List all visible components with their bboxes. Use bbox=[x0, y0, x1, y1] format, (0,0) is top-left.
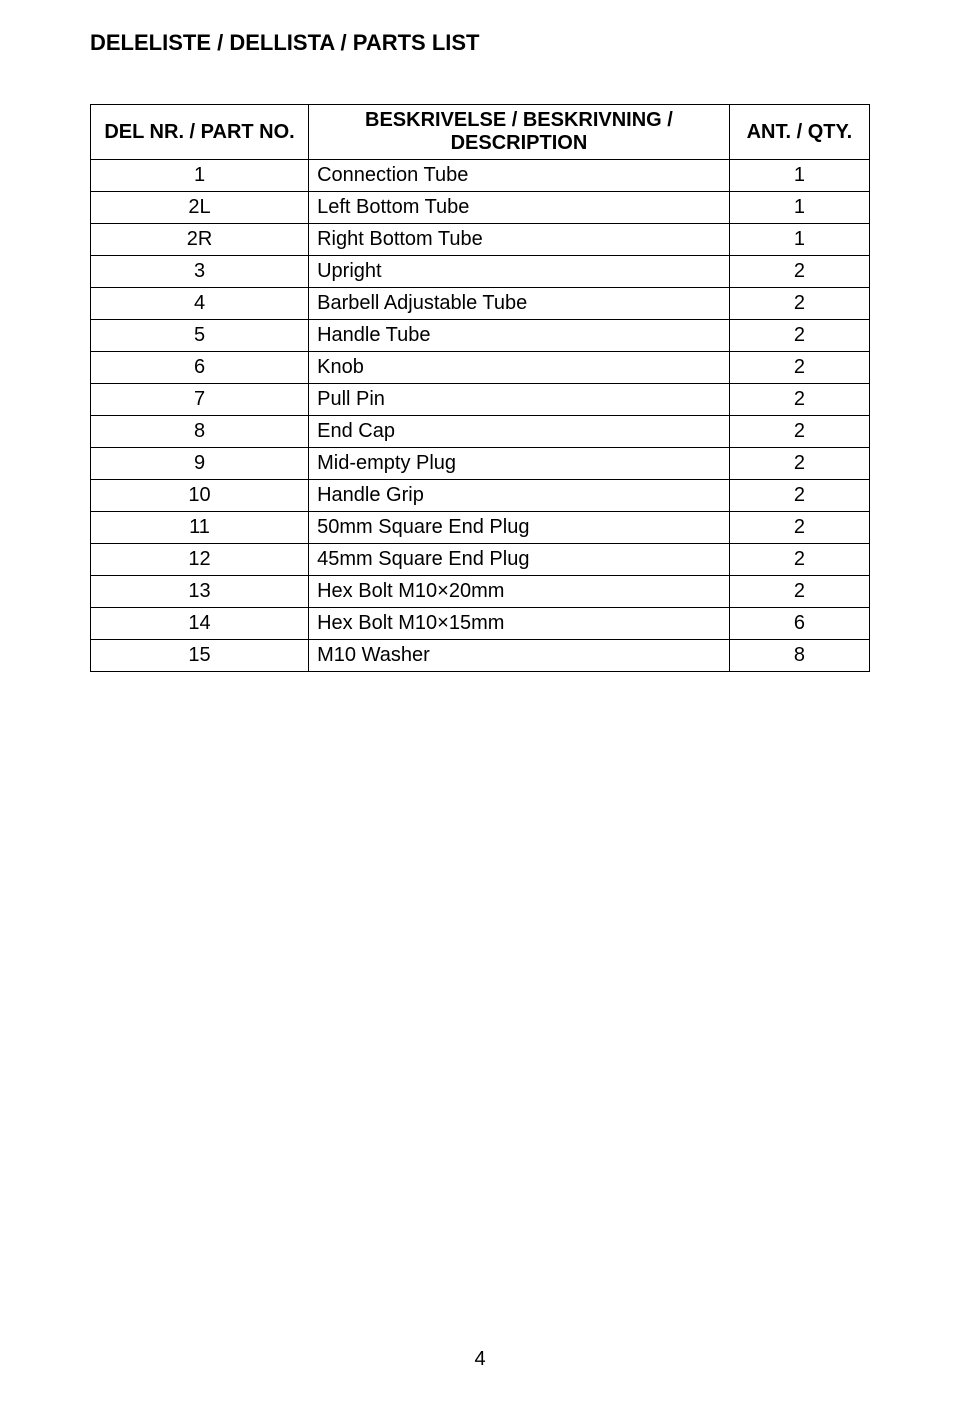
cell-part: 5 bbox=[91, 320, 309, 352]
table-row: 4Barbell Adjustable Tube2 bbox=[91, 288, 870, 320]
cell-part: 7 bbox=[91, 384, 309, 416]
header-part: DEL NR. / PART NO. bbox=[91, 105, 309, 160]
cell-qty: 2 bbox=[729, 288, 869, 320]
header-qty: ANT. / QTY. bbox=[729, 105, 869, 160]
cell-desc: Left Bottom Tube bbox=[309, 192, 730, 224]
table-row: 15M10 Washer8 bbox=[91, 640, 870, 672]
cell-qty: 1 bbox=[729, 160, 869, 192]
table-row: 13Hex Bolt M10×20mm2 bbox=[91, 576, 870, 608]
cell-part: 6 bbox=[91, 352, 309, 384]
cell-desc: Mid-empty Plug bbox=[309, 448, 730, 480]
page-content: DELELISTE / DELLISTA / PARTS LIST DEL NR… bbox=[0, 0, 960, 672]
cell-desc: Upright bbox=[309, 256, 730, 288]
table-row: 2RRight Bottom Tube1 bbox=[91, 224, 870, 256]
cell-qty: 6 bbox=[729, 608, 869, 640]
cell-qty: 2 bbox=[729, 352, 869, 384]
cell-desc: 50mm Square End Plug bbox=[309, 512, 730, 544]
cell-part: 15 bbox=[91, 640, 309, 672]
cell-qty: 2 bbox=[729, 384, 869, 416]
table-row: 9Mid-empty Plug2 bbox=[91, 448, 870, 480]
cell-desc: Handle Tube bbox=[309, 320, 730, 352]
cell-part: 14 bbox=[91, 608, 309, 640]
table-row: 5Handle Tube2 bbox=[91, 320, 870, 352]
cell-qty: 2 bbox=[729, 512, 869, 544]
page-title: DELELISTE / DELLISTA / PARTS LIST bbox=[90, 30, 870, 56]
table-row: 6Knob2 bbox=[91, 352, 870, 384]
cell-part: 11 bbox=[91, 512, 309, 544]
cell-part: 10 bbox=[91, 480, 309, 512]
cell-part: 2R bbox=[91, 224, 309, 256]
cell-qty: 1 bbox=[729, 224, 869, 256]
cell-qty: 2 bbox=[729, 576, 869, 608]
cell-qty: 2 bbox=[729, 256, 869, 288]
cell-qty: 2 bbox=[729, 416, 869, 448]
cell-part: 3 bbox=[91, 256, 309, 288]
table-row: 14Hex Bolt M10×15mm6 bbox=[91, 608, 870, 640]
cell-desc: Hex Bolt M10×15mm bbox=[309, 608, 730, 640]
header-desc: BESKRIVELSE / BESKRIVNING / DESCRIPTION bbox=[309, 105, 730, 160]
cell-qty: 1 bbox=[729, 192, 869, 224]
cell-part: 1 bbox=[91, 160, 309, 192]
table-header-row: DEL NR. / PART NO. BESKRIVELSE / BESKRIV… bbox=[91, 105, 870, 160]
cell-qty: 2 bbox=[729, 320, 869, 352]
cell-part: 13 bbox=[91, 576, 309, 608]
table-row: 1Connection Tube1 bbox=[91, 160, 870, 192]
table-row: 3Upright2 bbox=[91, 256, 870, 288]
cell-part: 4 bbox=[91, 288, 309, 320]
cell-desc: M10 Washer bbox=[309, 640, 730, 672]
cell-desc: Pull Pin bbox=[309, 384, 730, 416]
cell-part: 12 bbox=[91, 544, 309, 576]
cell-desc: Connection Tube bbox=[309, 160, 730, 192]
cell-qty: 2 bbox=[729, 448, 869, 480]
cell-desc: Knob bbox=[309, 352, 730, 384]
table-body: 1Connection Tube12LLeft Bottom Tube12RRi… bbox=[91, 160, 870, 672]
table-row: 8End Cap2 bbox=[91, 416, 870, 448]
cell-desc: Handle Grip bbox=[309, 480, 730, 512]
cell-desc: Barbell Adjustable Tube bbox=[309, 288, 730, 320]
table-row: 7Pull Pin2 bbox=[91, 384, 870, 416]
cell-qty: 8 bbox=[729, 640, 869, 672]
cell-part: 2L bbox=[91, 192, 309, 224]
table-row: 2LLeft Bottom Tube1 bbox=[91, 192, 870, 224]
cell-desc: 45mm Square End Plug bbox=[309, 544, 730, 576]
page-number: 4 bbox=[0, 1348, 960, 1371]
cell-desc: End Cap bbox=[309, 416, 730, 448]
cell-desc: Hex Bolt M10×20mm bbox=[309, 576, 730, 608]
cell-part: 9 bbox=[91, 448, 309, 480]
cell-qty: 2 bbox=[729, 544, 869, 576]
table-row: 10Handle Grip2 bbox=[91, 480, 870, 512]
table-row: 1245mm Square End Plug2 bbox=[91, 544, 870, 576]
cell-desc: Right Bottom Tube bbox=[309, 224, 730, 256]
cell-qty: 2 bbox=[729, 480, 869, 512]
table-row: 1150mm Square End Plug2 bbox=[91, 512, 870, 544]
cell-part: 8 bbox=[91, 416, 309, 448]
parts-table: DEL NR. / PART NO. BESKRIVELSE / BESKRIV… bbox=[90, 104, 870, 672]
